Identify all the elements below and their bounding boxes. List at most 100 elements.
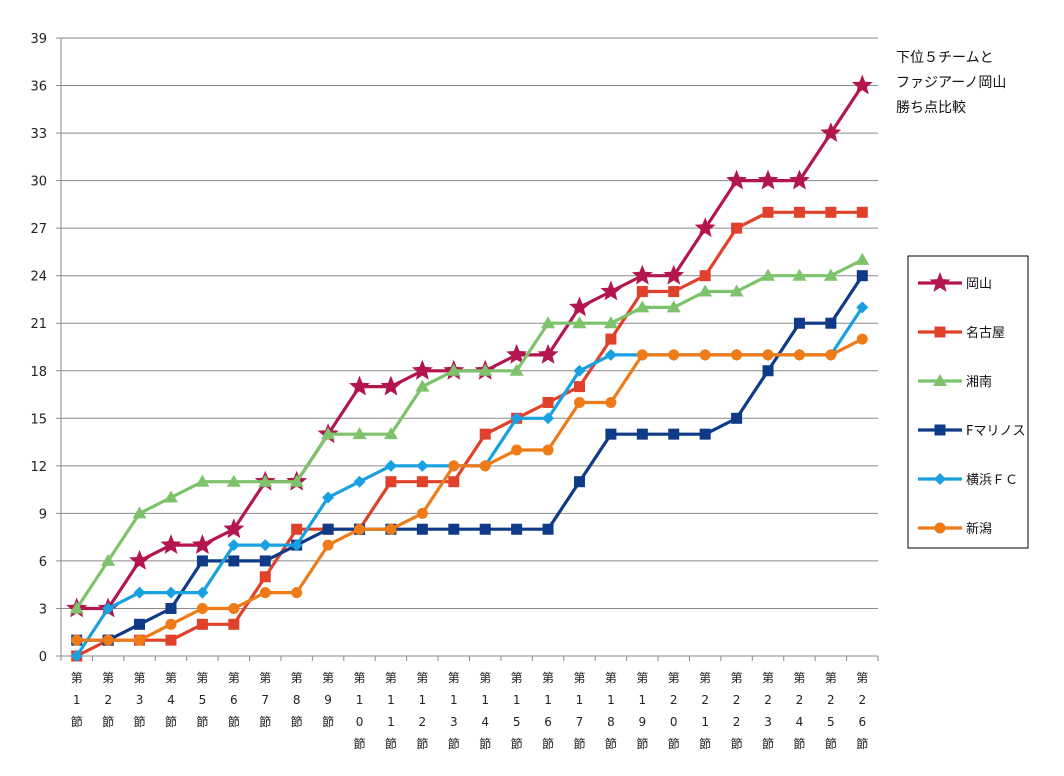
data-point: [573, 364, 586, 377]
data-point: [605, 333, 617, 345]
data-point: [322, 523, 334, 535]
legend-item: 新潟: [918, 521, 992, 537]
data-point: [668, 286, 680, 298]
legend-marker: [929, 272, 951, 292]
data-point: [825, 349, 837, 361]
data-point: [133, 586, 146, 599]
data-point: [793, 206, 805, 218]
series-line: [75, 306, 864, 657]
legend-label: 横浜ＦＣ: [966, 473, 1018, 488]
data-point: [856, 333, 868, 345]
series-lines: [66, 74, 873, 662]
y-tick-label: 12: [30, 460, 47, 475]
series-line: [76, 337, 864, 642]
y-tick-label: 15: [30, 412, 47, 427]
legend-item: 名古屋: [918, 325, 1005, 341]
data-point: [603, 316, 618, 329]
legend-marker: [934, 424, 946, 436]
data-point: [196, 618, 208, 630]
data-point: [792, 268, 807, 281]
data-point: [478, 363, 493, 376]
data-point: [134, 618, 146, 630]
series-4: [71, 270, 868, 646]
series-3: [69, 252, 870, 614]
data-point: [102, 602, 115, 615]
data-point: [380, 375, 402, 396]
data-point: [259, 555, 271, 567]
data-point: [129, 549, 150, 570]
y-tick-label: 39: [30, 32, 47, 47]
data-point: [542, 412, 555, 425]
series-1: [66, 74, 873, 618]
data-point: [191, 534, 213, 554]
data-point: [825, 206, 837, 218]
data-point: [226, 474, 241, 487]
legend-box: [907, 255, 1029, 549]
y-tick-label: 0: [39, 650, 47, 665]
data-point: [196, 586, 209, 599]
data-point: [823, 268, 838, 281]
data-point: [448, 523, 460, 535]
data-point: [416, 523, 428, 535]
data-point: [132, 506, 147, 519]
y-tick-label: 33: [30, 127, 47, 142]
data-point: [698, 284, 713, 297]
data-point: [605, 428, 617, 440]
data-point: [71, 634, 83, 646]
data-point: [479, 460, 491, 472]
data-point: [851, 74, 873, 95]
data-point: [757, 169, 779, 190]
data-point: [353, 475, 366, 488]
grid-lines: [56, 37, 878, 657]
data-point: [855, 252, 870, 265]
data-point: [731, 349, 743, 361]
data-point: [227, 539, 240, 552]
data-point: [542, 523, 554, 535]
data-point: [479, 523, 491, 535]
data-point: [668, 428, 680, 440]
y-tick-label: 27: [30, 222, 47, 237]
data-point: [196, 602, 208, 614]
data-point: [446, 363, 461, 376]
y-tick-label: 3: [39, 602, 47, 617]
data-point: [384, 459, 397, 472]
data-point: [289, 474, 304, 487]
data-point: [411, 359, 433, 380]
legend-item: Fマリノス: [918, 424, 1025, 439]
data-point: [699, 349, 711, 361]
data-point: [541, 316, 556, 329]
legend-item: 湘南: [918, 374, 992, 390]
data-point: [352, 427, 367, 440]
x-tick-labels: 第 1 節 第 2 節 第 3 節 第 4 節 第 5 節 第 6 節 第 7 節 第 8 節 第 9 節 第 1 0 節 第 1 1 節 第 1 2 節 第…: [71, 671, 869, 751]
data-point: [856, 301, 869, 314]
data-point: [165, 602, 177, 614]
legend-label: 岡山: [966, 277, 992, 292]
legend-label: 新潟: [966, 521, 992, 537]
data-point: [569, 296, 590, 317]
data-point: [605, 396, 617, 408]
y-tick-label: 18: [30, 365, 47, 380]
series-line: [75, 210, 863, 658]
y-tick-label: 36: [30, 80, 47, 95]
data-point: [506, 343, 528, 364]
data-point: [290, 539, 303, 552]
data-point: [385, 476, 397, 488]
data-point: [573, 396, 585, 408]
data-point: [509, 363, 524, 376]
data-point: [820, 122, 842, 142]
data-point: [291, 523, 303, 535]
series-line: [75, 258, 864, 610]
data-point: [573, 381, 585, 393]
